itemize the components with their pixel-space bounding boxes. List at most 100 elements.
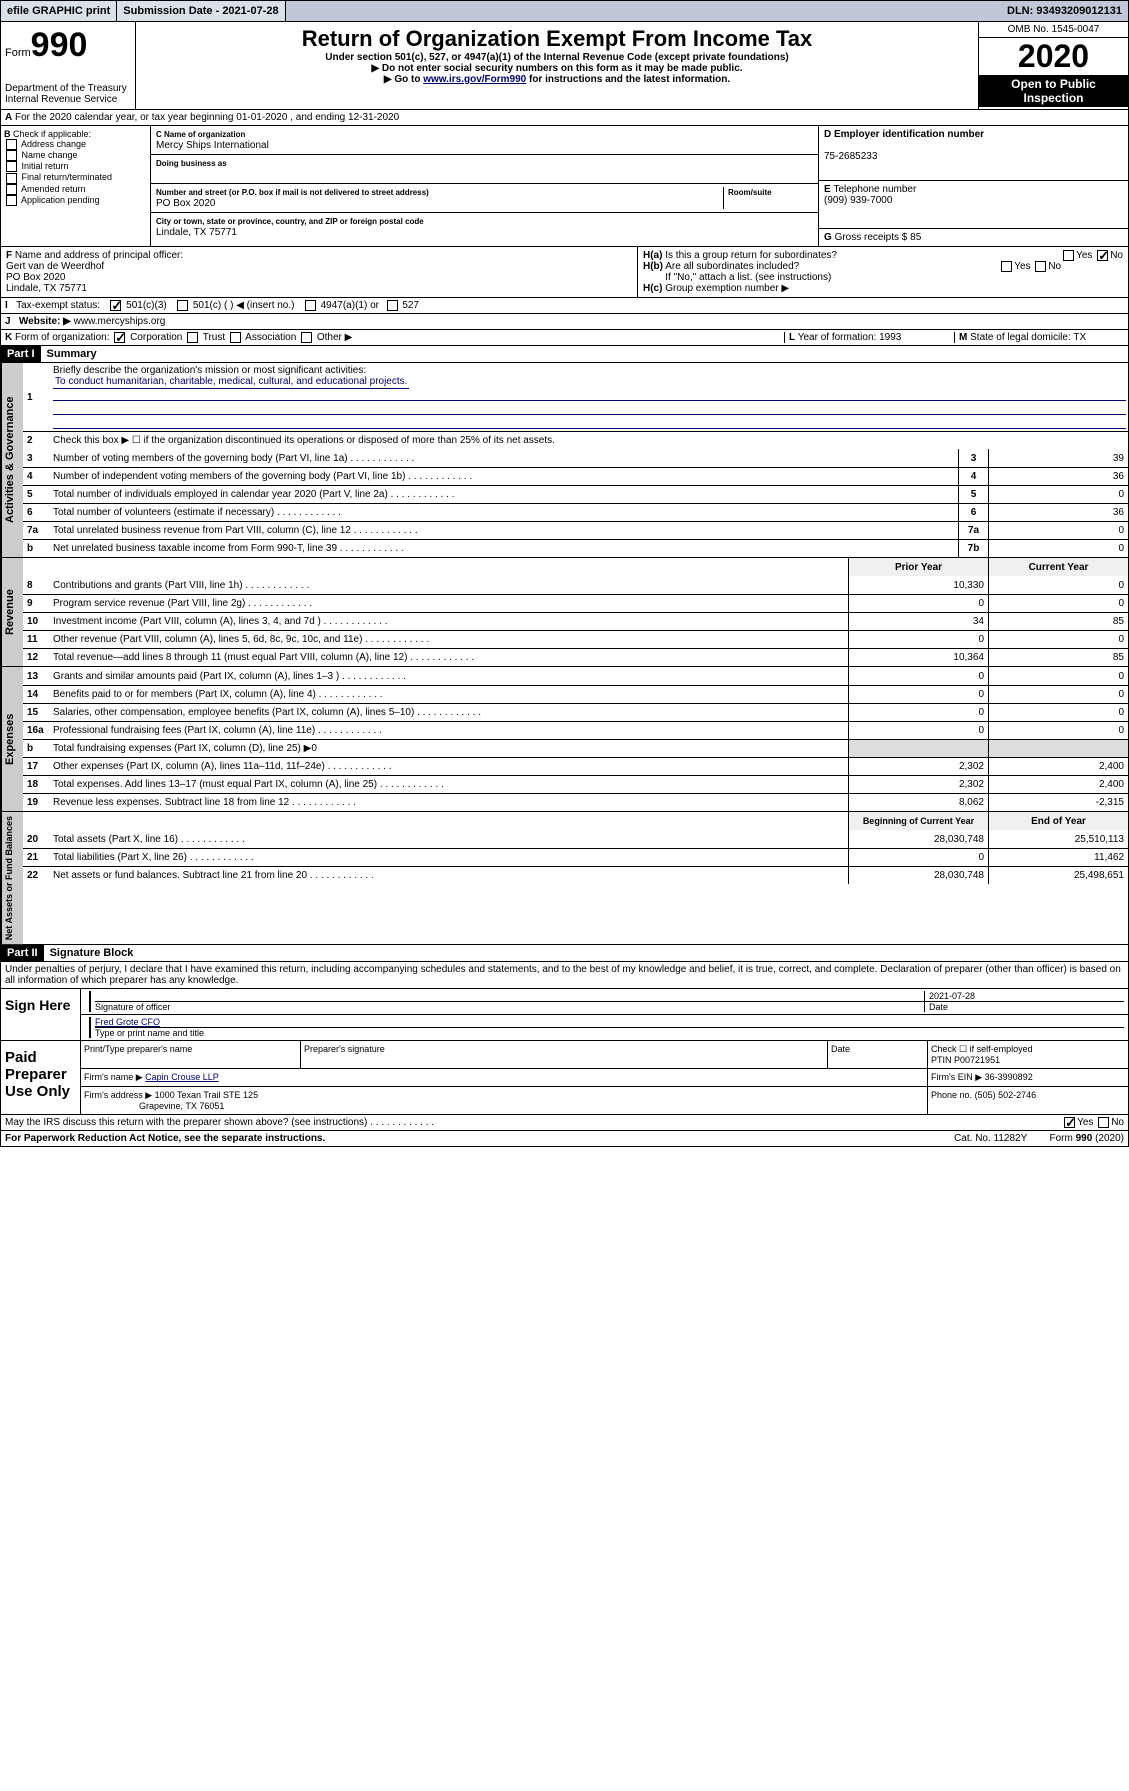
line-I: I Tax-exempt status: 501(c)(3) 501(c) ( …	[0, 298, 1129, 314]
line-15: 15Salaries, other compensation, employee…	[23, 703, 1128, 721]
line-12: 12Total revenue—add lines 8 through 11 (…	[23, 648, 1128, 666]
section-FH: F Name and address of principal officer:…	[0, 247, 1129, 298]
line-20: 20Total assets (Part X, line 16)28,030,7…	[23, 830, 1128, 848]
discuss-row: May the IRS discuss this return with the…	[0, 1115, 1129, 1131]
sub3: ▶ Go to www.irs.gov/Form990 for instruct…	[140, 74, 974, 85]
chk-trust[interactable]	[187, 332, 198, 343]
chk-527[interactable]	[387, 300, 398, 311]
line-13: 13Grants and similar amounts paid (Part …	[23, 667, 1128, 685]
line-7a: 7aTotal unrelated business revenue from …	[23, 521, 1128, 539]
part1-header: Part ISummary	[0, 346, 1129, 363]
form-header: Form990 Department of the TreasuryIntern…	[0, 22, 1129, 110]
ha-no[interactable]	[1097, 250, 1108, 261]
org-name: Mercy Ships International	[156, 140, 269, 151]
discuss-no[interactable]	[1098, 1117, 1109, 1128]
topbar: efile GRAPHIC print Submission Date - 20…	[0, 0, 1129, 22]
preparer-name-label: Print/Type preparer's name	[81, 1041, 301, 1069]
phone: (909) 939-7000	[824, 195, 892, 206]
sig-date: 2021-07-28	[924, 991, 1124, 1001]
state-domicile: TX	[1073, 332, 1086, 343]
line-17: 17Other expenses (Part IX, column (A), l…	[23, 757, 1128, 775]
irs-link[interactable]: www.irs.gov/Form990	[423, 74, 526, 85]
preparer-sig-label: Preparer's signature	[301, 1041, 828, 1069]
chk-corp[interactable]	[114, 332, 125, 343]
mission: To conduct humanitarian, charitable, med…	[53, 375, 409, 389]
sign-here-section: Sign Here 2021-07-28Signature of officer…	[0, 989, 1129, 1041]
expenses-section: Expenses 13Grants and similar amounts pa…	[0, 667, 1129, 812]
chk-501c[interactable]	[177, 300, 188, 311]
chk-assoc[interactable]	[230, 332, 241, 343]
revenue-section: Revenue Prior YearCurrent Year 8Contribu…	[0, 558, 1129, 667]
line-21: 21Total liabilities (Part X, line 26)011…	[23, 848, 1128, 866]
chk-amended[interactable]	[6, 184, 17, 195]
website[interactable]: www.mercyships.org	[74, 316, 166, 327]
form-ref: Form 990 (2020)	[1050, 1133, 1124, 1144]
ein: 75-2685233	[824, 151, 877, 162]
officer-name-title[interactable]: Fred Grote CFO	[95, 1017, 160, 1027]
firm-ein: 36-3990892	[985, 1072, 1033, 1082]
firm-name[interactable]: Capin Crouse LLP	[145, 1072, 219, 1082]
efile-btn[interactable]: efile GRAPHIC print	[1, 1, 117, 21]
line-9: 9Program service revenue (Part VIII, lin…	[23, 594, 1128, 612]
line-J: J Website: ▶ www.mercyships.org	[0, 314, 1129, 330]
hb-yes[interactable]	[1001, 261, 1012, 272]
omb: OMB No. 1545-0047	[979, 22, 1128, 38]
dba-label: Doing business as	[156, 159, 227, 168]
col-B: B Check if applicable: Address change Na…	[1, 126, 151, 246]
footer: For Paperwork Reduction Act Notice, see …	[0, 1131, 1129, 1147]
vtab-expenses: Expenses	[1, 667, 23, 811]
part2-header: Part IISignature Block	[0, 945, 1129, 962]
vtab-netassets: Net Assets or Fund Balances	[1, 812, 23, 944]
section-BCD: B Check if applicable: Address change Na…	[0, 126, 1129, 247]
line-b: bNet unrelated business taxable income f…	[23, 539, 1128, 557]
line-b: bTotal fundraising expenses (Part IX, co…	[23, 739, 1128, 757]
vtab-revenue: Revenue	[1, 558, 23, 666]
line-8: 8Contributions and grants (Part VIII, li…	[23, 576, 1128, 594]
chk-pending[interactable]	[6, 195, 17, 206]
line-19: 19Revenue less expenses. Subtract line 1…	[23, 793, 1128, 811]
line-18: 18Total expenses. Add lines 13–17 (must …	[23, 775, 1128, 793]
chk-final[interactable]	[6, 173, 17, 184]
vtab-governance: Activities & Governance	[1, 363, 23, 557]
chk-initial[interactable]	[6, 161, 17, 172]
chk-address[interactable]	[6, 139, 17, 150]
open-public: Open to Public Inspection	[979, 75, 1128, 107]
sub2: ▶ Do not enter social security numbers o…	[140, 63, 974, 74]
dln: DLN: 93493209012131	[1001, 1, 1128, 21]
line-A: A For the 2020 calendar year, or tax yea…	[0, 110, 1129, 126]
chk-501c3[interactable]	[110, 300, 121, 311]
sub1: Under section 501(c), 527, or 4947(a)(1)…	[140, 52, 974, 63]
ptin: P00721951	[954, 1055, 1000, 1065]
line-11: 11Other revenue (Part VIII, column (A), …	[23, 630, 1128, 648]
line-3: 3Number of voting members of the governi…	[23, 449, 1128, 467]
gross-receipts: 85	[910, 232, 921, 243]
preparer-date-label: Date	[828, 1041, 928, 1069]
netassets-section: Net Assets or Fund Balances Beginning of…	[0, 812, 1129, 945]
line-10: 10Investment income (Part VIII, column (…	[23, 612, 1128, 630]
officer-name: Gert van de Weerdhof	[6, 261, 104, 272]
org-city: Lindale, TX 75771	[156, 227, 237, 238]
line-4: 4Number of independent voting members of…	[23, 467, 1128, 485]
form-word: Form	[5, 47, 31, 59]
submission-date[interactable]: Submission Date - 2021-07-28	[117, 1, 285, 21]
part1-body: Activities & Governance 1Briefly describ…	[0, 363, 1129, 558]
line-16a: 16aProfessional fundraising fees (Part I…	[23, 721, 1128, 739]
discuss-yes[interactable]	[1064, 1117, 1075, 1128]
year-formation: 1993	[879, 332, 901, 343]
line-14: 14Benefits paid to or for members (Part …	[23, 685, 1128, 703]
firm-phone: (505) 502-2746	[975, 1090, 1037, 1100]
firm-address: 1000 Texan Trail STE 125	[155, 1090, 258, 1100]
form-990: 990	[31, 26, 88, 64]
title: Return of Organization Exempt From Incom…	[140, 26, 974, 52]
org-address: PO Box 2020	[156, 198, 215, 209]
line-6: 6Total number of volunteers (estimate if…	[23, 503, 1128, 521]
chk-name[interactable]	[6, 150, 17, 161]
ha-yes[interactable]	[1063, 250, 1074, 261]
chk-other[interactable]	[301, 332, 312, 343]
paid-preparer-section: Paid Preparer Use Only Print/Type prepar…	[0, 1041, 1129, 1115]
hb-no[interactable]	[1035, 261, 1046, 272]
perjury-statement: Under penalties of perjury, I declare th…	[0, 962, 1129, 989]
line-5: 5Total number of individuals employed in…	[23, 485, 1128, 503]
chk-4947[interactable]	[305, 300, 316, 311]
line-KLM: K Form of organization: Corporation Trus…	[0, 330, 1129, 346]
